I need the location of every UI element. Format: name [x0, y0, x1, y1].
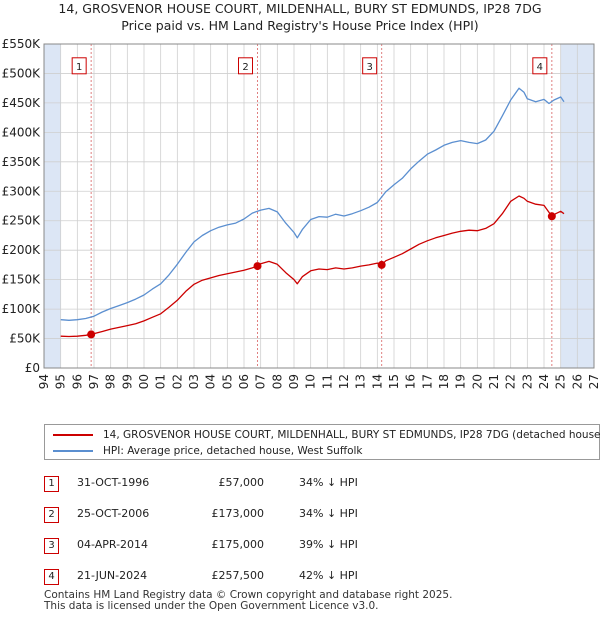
transaction-hpi: 34% ↓ HPI [299, 476, 358, 489]
x-tick-label: 2018 [437, 374, 451, 390]
x-tick-label: 1995 [54, 374, 68, 390]
x-tick-label: 2017 [420, 374, 434, 390]
x-tick-label: 2016 [404, 374, 418, 390]
x-tick-label: 2023 [520, 374, 534, 390]
x-tick-label: 2004 [204, 374, 218, 390]
x-tick-label: 2002 [170, 374, 184, 390]
y-tick-label: £100K [2, 302, 42, 316]
plot-area [44, 44, 594, 368]
sale-label-box [238, 57, 253, 75]
y-tick-label: £150K [2, 273, 42, 287]
x-tick-label: 2001 [154, 374, 168, 390]
y-tick-label: £550K [2, 37, 42, 51]
x-tick-label: 2014 [370, 374, 384, 390]
legend: 14, GROSVENOR HOUSE COURT, MILDENHALL, B… [44, 424, 600, 460]
x-tick-label: 2000 [137, 374, 151, 390]
sale-label-box [532, 57, 548, 75]
sale-point [253, 262, 262, 271]
x-tick-label: 2025 [554, 374, 568, 390]
property-price-line [60, 195, 565, 338]
footer-line1: Contains HM Land Registry data © Crown c… [44, 589, 453, 601]
x-tick-label: 2006 [237, 374, 251, 390]
transaction-price: £173,000 [211, 507, 265, 520]
x-tick-label: 2009 [287, 374, 301, 390]
transaction-price: £57,000 [218, 476, 265, 489]
transaction-hpi: 42% ↓ HPI [299, 569, 358, 582]
chart-title-line2: Price paid vs. HM Land Registry's House … [121, 18, 479, 33]
price-chart: £0 £50K £100K £150K £200K £250K £300K £350K £400… [2, 37, 600, 390]
sale-point [87, 330, 96, 339]
transaction-hpi: 39% ↓ HPI [299, 538, 358, 551]
sale-point [547, 212, 556, 221]
transaction-number: 1 [44, 476, 59, 492]
plot-border [43, 43, 595, 369]
x-tick-label: 2013 [354, 374, 368, 390]
sale-label-box [362, 57, 378, 75]
y-tick-label: £200K [2, 243, 42, 257]
x-tick-label: 2005 [220, 374, 234, 390]
x-tick-label: 1997 [87, 374, 101, 390]
transaction-date: 04-APR-2014 [77, 538, 149, 551]
transaction-hpi: 34% ↓ HPI [299, 507, 358, 520]
hpi-line [60, 87, 565, 321]
transaction-row: 4 21-JUN-2024 £257,500 42% ↓ HPI [44, 569, 484, 587]
sale-label: 3 [366, 62, 372, 73]
x-tick-label: 2024 [537, 374, 551, 390]
transaction-number: 4 [44, 569, 59, 585]
x-tick-label: 2007 [254, 374, 268, 390]
y-tick-label: £500K [2, 66, 42, 80]
legend-swatch-hpi [53, 450, 93, 452]
x-tick-label: 2027 [587, 374, 600, 390]
transaction-row: 1 31-OCT-1996 £57,000 34% ↓ HPI [44, 476, 484, 494]
legend-label-hpi: HPI: Average price, detached house, West… [103, 445, 363, 457]
x-tick-label: 2011 [320, 374, 334, 390]
x-tick-label: 2012 [337, 374, 351, 390]
x-tick-label: 1998 [104, 374, 118, 390]
legend-label-property: 14, GROSVENOR HOUSE COURT, MILDENHALL, B… [103, 429, 600, 441]
transaction-row: 2 25-OCT-2006 £173,000 34% ↓ HPI [44, 507, 484, 525]
transaction-number: 3 [44, 538, 59, 554]
y-tick-label: £450K [2, 96, 42, 110]
sale-label: 1 [76, 62, 82, 73]
y-tick-label: £300K [2, 184, 42, 198]
x-tick-label: 1994 [37, 374, 51, 390]
x-tick-label: 2010 [304, 374, 318, 390]
y-tick-label: £350K [2, 155, 42, 169]
x-tick-label: 1996 [70, 374, 84, 390]
y-tick-label: £400K [2, 125, 42, 139]
x-tick-label: 2022 [504, 374, 518, 390]
transaction-price: £257,500 [211, 569, 265, 582]
footer-line2: This data is licensed under the Open Gov… [44, 600, 379, 612]
x-tick-label: 2026 [570, 374, 584, 390]
x-tick-label: 2019 [454, 374, 468, 390]
shaded-period [44, 44, 61, 368]
x-tick-label: 1999 [120, 374, 134, 390]
sale-label-box [71, 57, 87, 75]
x-tick-label: 2020 [470, 374, 484, 390]
x-tick-label: 2008 [270, 374, 284, 390]
legend-item-hpi: HPI: Average price, detached house, West… [53, 445, 363, 457]
y-tick-label: £50K [9, 332, 41, 346]
transaction-price: £175,000 [211, 538, 265, 551]
footer: Contains HM Land Registry data © Crown c… [44, 590, 452, 612]
sale-label: 4 [537, 62, 543, 73]
legend-swatch-property [53, 434, 93, 436]
sale-point [377, 260, 386, 269]
x-tick-label: 2015 [387, 374, 401, 390]
transaction-date: 25-OCT-2006 [77, 507, 150, 520]
x-tick-label: 2003 [187, 374, 201, 390]
x-tick-label: 2021 [487, 374, 501, 390]
transaction-date: 21-JUN-2024 [77, 569, 148, 582]
y-tick-label: £0 [25, 361, 40, 375]
transaction-number: 2 [44, 507, 59, 523]
chart-title-line1: 14, GROSVENOR HOUSE COURT, MILDENHALL, B… [58, 1, 542, 16]
y-tick-label: £250K [2, 214, 42, 228]
legend-item-property: 14, GROSVENOR HOUSE COURT, MILDENHALL, B… [53, 429, 600, 441]
sale-label: 2 [242, 62, 248, 73]
transaction-date: 31-OCT-1996 [77, 476, 150, 489]
transaction-row: 3 04-APR-2014 £175,000 39% ↓ HPI [44, 538, 484, 556]
